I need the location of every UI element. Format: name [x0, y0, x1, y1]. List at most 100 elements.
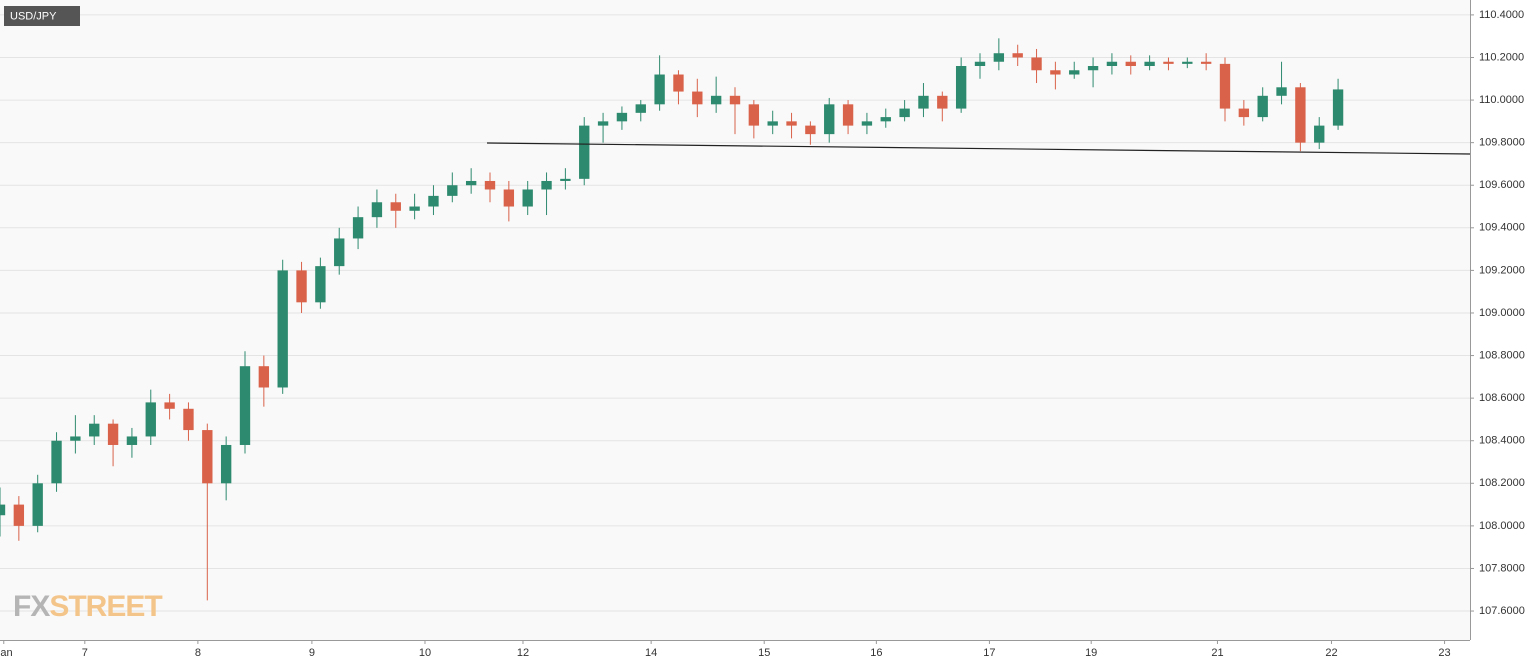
- candle-body: [955, 66, 967, 109]
- y-tick-label: 110.2000: [1479, 51, 1524, 63]
- x-tick-label: 14: [645, 647, 657, 659]
- candle-body: [560, 178, 571, 181]
- candle-body: [1257, 95, 1268, 118]
- candle-body: [635, 104, 646, 113]
- candle-body: [1295, 87, 1306, 143]
- y-tick-label: 109.6000: [1479, 179, 1525, 191]
- candle-body: [597, 121, 609, 126]
- candle-body: [465, 180, 477, 186]
- candle-body: [277, 270, 288, 388]
- candle-body: [1106, 61, 1118, 67]
- candle-body: [1125, 61, 1136, 67]
- candle-body: [616, 112, 628, 122]
- x-tick-label: 8: [195, 647, 201, 659]
- candle-body: [710, 95, 722, 105]
- y-tick-label: 109.0000: [1479, 307, 1525, 319]
- candle-body: [352, 217, 364, 239]
- candle-body: [32, 483, 43, 526]
- support-line: [486, 142, 1471, 155]
- candle-body: [70, 436, 81, 441]
- grid: [0, 14, 1470, 612]
- candle-body: [1332, 89, 1344, 126]
- x-tick-label: 16: [870, 647, 882, 659]
- candle-body: [447, 185, 458, 196]
- candle-body: [484, 180, 496, 190]
- candle-body: [692, 91, 703, 105]
- candle-body: [258, 366, 270, 388]
- candle-body: [13, 504, 25, 526]
- x-tick-label: 15: [758, 647, 770, 659]
- candle-body: [1276, 87, 1287, 96]
- candle-body: [824, 104, 835, 135]
- candle-body: [126, 436, 138, 445]
- x-tick-label: 17: [983, 647, 995, 659]
- y-tick-label: 109.8000: [1479, 137, 1525, 149]
- y-tick-label: 108.0000: [1479, 520, 1525, 532]
- y-tick-label: 107.6000: [1479, 605, 1525, 617]
- x-tick-label: 22: [1325, 647, 1337, 659]
- watermark-street: STREET: [49, 590, 162, 623]
- y-tick-label: 108.8000: [1479, 349, 1525, 361]
- candle-body: [541, 180, 552, 190]
- candle-body: [1163, 61, 1174, 64]
- title-box: [4, 6, 80, 26]
- candle-body: [579, 125, 590, 179]
- y-tick-label: 108.4000: [1479, 435, 1525, 447]
- candle-body: [767, 121, 778, 126]
- watermark-fx: FX: [13, 590, 50, 623]
- candle-body: [334, 238, 345, 267]
- x-tick-label: 7: [82, 647, 88, 659]
- candle-body: [0, 504, 6, 516]
- candle-body: [786, 121, 797, 126]
- x-tick-label: 23: [1438, 647, 1450, 659]
- candle-body: [1200, 61, 1212, 64]
- candle-body: [1219, 63, 1231, 109]
- candle-body: [89, 423, 100, 437]
- candle-body: [220, 444, 232, 484]
- candle-body: [1012, 53, 1023, 58]
- x-tick-label: Jan: [0, 647, 13, 659]
- candle-body: [315, 266, 326, 303]
- x-tick-label: 10: [419, 647, 431, 659]
- candles: [0, 38, 1344, 601]
- y-tick-label: 110.4000: [1479, 9, 1524, 21]
- candle-body: [409, 206, 420, 211]
- candle-body: [1182, 61, 1193, 64]
- candle-body: [145, 402, 156, 437]
- x-tick-label: 9: [309, 647, 315, 659]
- candle-body: [918, 95, 929, 109]
- y-tick-label: 108.6000: [1479, 392, 1525, 404]
- y-tick-label: 107.8000: [1479, 562, 1525, 574]
- candle-body: [164, 402, 175, 409]
- x-tick-label: 12: [517, 647, 529, 659]
- candle-body: [1314, 125, 1325, 143]
- candle-body: [1238, 108, 1250, 118]
- candle-body: [880, 117, 891, 122]
- candle-body: [974, 61, 986, 67]
- y-tick-label: 109.2000: [1479, 264, 1525, 276]
- chart-title: USD/JPY: [10, 10, 57, 22]
- x-tick-label: 21: [1211, 647, 1223, 659]
- candle-body: [522, 189, 533, 207]
- candle-body: [371, 202, 383, 218]
- candle-body: [729, 95, 741, 105]
- y-tick-label: 108.2000: [1479, 477, 1525, 489]
- watermark: FXSTREET: [13, 590, 162, 623]
- candle-body: [51, 440, 62, 484]
- candle-body: [503, 189, 515, 207]
- candle-body: [993, 53, 1005, 62]
- candle-body: [296, 270, 307, 303]
- y-tick-label: 110.0000: [1479, 94, 1524, 106]
- candle-body: [1087, 66, 1099, 71]
- candle-body: [842, 104, 854, 126]
- candle-body: [1050, 70, 1061, 75]
- candle-body: [1031, 57, 1042, 71]
- y-tick-label: 109.4000: [1479, 222, 1525, 234]
- candle-body: [107, 423, 119, 445]
- candle-body: [673, 74, 684, 92]
- candle-body: [654, 74, 665, 105]
- candle-body: [428, 195, 439, 207]
- candle-body: [899, 108, 910, 118]
- candle-body: [183, 408, 194, 431]
